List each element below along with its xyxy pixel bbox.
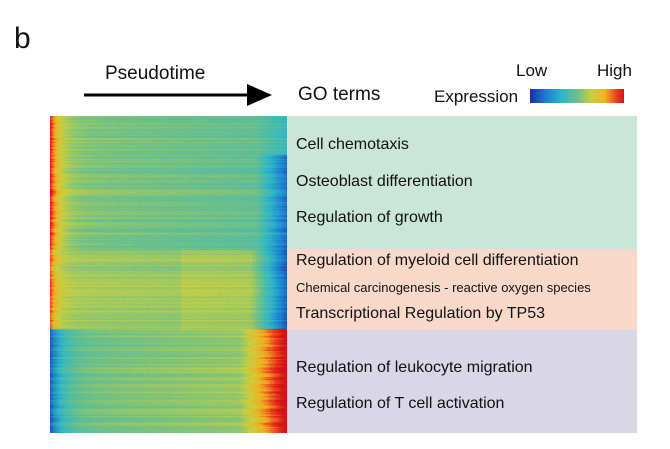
panel-letter: b <box>14 22 31 55</box>
go-term-tp53-regulation: Transcriptional Regulation by TP53 <box>296 305 546 322</box>
legend-title: Expression <box>434 87 519 106</box>
pseudotime-arrow <box>84 84 272 106</box>
go-term-leukocyte-migration: Regulation of leukocyte migration <box>296 359 533 376</box>
go-terms-label: GO terms <box>298 84 381 105</box>
cluster-3-band <box>287 330 637 433</box>
cluster-2-band <box>287 249 637 330</box>
expression-heatmap <box>50 116 287 433</box>
go-term-t-cell-activation: Regulation of T cell activation <box>296 395 505 412</box>
color-scale-bar <box>530 89 624 103</box>
go-term-regulation-of-growth: Regulation of growth <box>296 209 443 226</box>
legend-low-label: Low <box>516 61 548 80</box>
legend-high-label: High <box>597 61 632 80</box>
pseudotime-label: Pseudotime <box>105 63 206 84</box>
go-term-chemical-carcinogenesis: Chemical carcinogenesis - reactive oxyge… <box>296 280 591 295</box>
go-term-cell-chemotaxis: Cell chemotaxis <box>296 136 409 153</box>
go-term-myeloid-differentiation: Regulation of myeloid cell differentiati… <box>296 252 579 269</box>
go-term-osteoblast-differentiation: Osteoblast differentiation <box>296 173 473 190</box>
cluster-1-band <box>287 116 637 249</box>
